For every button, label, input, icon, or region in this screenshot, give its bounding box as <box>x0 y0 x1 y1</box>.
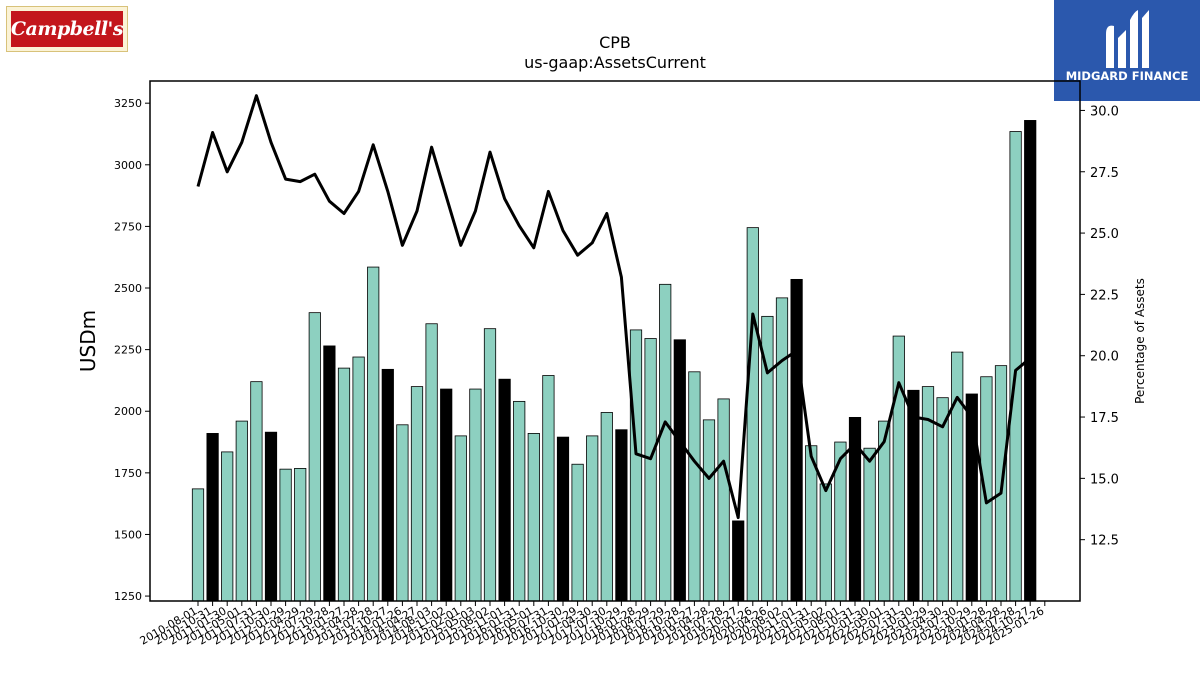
y2-tick-label: 17.5 <box>1090 411 1119 426</box>
midgard-finance-logo-text: MIDGARD FINANCE <box>1065 69 1189 83</box>
bar <box>615 429 628 602</box>
campbells-logo-text: Campbell's <box>10 18 124 40</box>
y-tick-label: 1750 <box>114 467 142 480</box>
bar <box>513 400 526 602</box>
y2-tick-label: 12.5 <box>1090 534 1119 549</box>
bar <box>702 419 716 602</box>
y2-tick-label: 30.0 <box>1090 104 1119 119</box>
bar <box>951 351 964 602</box>
y2-tick-label: 15.0 <box>1090 472 1119 487</box>
bar <box>337 367 351 602</box>
campbells-logo: Campbell's <box>6 6 128 52</box>
bar <box>381 368 394 602</box>
y-tick-label: 1250 <box>114 590 142 603</box>
y2-axis-label: Percentage of Assets <box>1133 278 1147 404</box>
bar <box>600 412 613 602</box>
bar <box>206 433 219 602</box>
bar <box>556 436 570 602</box>
bar <box>527 433 540 602</box>
bar <box>352 356 365 602</box>
y-axis-right: 12.5 15.0 17.5 20.0 22.5 25.0 27.5 30.0 <box>1080 104 1119 549</box>
bar <box>396 424 409 602</box>
bar <box>279 468 292 602</box>
bar <box>308 312 321 602</box>
y-axis-label: USDm <box>76 310 100 372</box>
chart-subtitle: us-gaap:AssetsCurrent <box>524 53 706 72</box>
bar <box>746 227 759 602</box>
bar <box>235 420 248 602</box>
bar <box>980 376 993 602</box>
bar <box>863 447 876 602</box>
y-tick-label: 2750 <box>114 220 142 233</box>
bar <box>221 451 234 602</box>
bar <box>294 468 307 602</box>
midgard-finance-logo: MIDGARD FINANCE <box>1054 0 1200 101</box>
bar <box>644 338 657 602</box>
y2-tick-label: 25.0 <box>1090 227 1119 242</box>
midgard-finance-emblem <box>1106 10 1149 68</box>
bar <box>264 431 278 602</box>
bar <box>819 483 832 602</box>
chart-title: CPB <box>599 33 631 52</box>
y2-tick-label: 27.5 <box>1090 166 1119 181</box>
y-tick-label: 2500 <box>114 282 142 295</box>
bar <box>469 388 482 602</box>
percentage-line <box>196 94 1032 520</box>
y-tick-label: 3250 <box>114 97 142 110</box>
y-tick-label: 1500 <box>114 528 142 541</box>
bar <box>425 323 438 602</box>
bar <box>892 335 905 602</box>
y-axis-left: 1250 1500 1750 2000 2250 2500 2750 3000 3250 <box>114 97 150 603</box>
y2-tick-label: 20.0 <box>1090 350 1119 365</box>
bar <box>323 345 336 602</box>
bar <box>454 435 467 602</box>
bar <box>542 375 555 602</box>
bar <box>717 398 730 602</box>
bar-series <box>191 120 1037 602</box>
bar <box>673 339 686 602</box>
bar <box>498 378 511 602</box>
bar <box>907 389 920 602</box>
bar <box>629 329 643 602</box>
bar <box>659 283 672 602</box>
bar <box>790 278 803 602</box>
bar <box>688 371 701 602</box>
y2-tick-label: 22.5 <box>1090 288 1119 303</box>
y-tick-label: 2000 <box>114 405 142 418</box>
bar <box>410 386 424 602</box>
plot-frame <box>149 80 1081 602</box>
bar <box>367 266 380 602</box>
bar <box>250 381 263 602</box>
bar <box>571 463 584 602</box>
bar <box>440 388 453 602</box>
y-tick-label: 2250 <box>114 344 142 357</box>
bar <box>775 297 789 602</box>
bar <box>586 435 599 602</box>
bar <box>191 488 205 602</box>
x-axis: 2010-08-012010-10-312011-01-302011-05-01… <box>138 601 1046 648</box>
bar <box>483 328 497 602</box>
y-tick-label: 3000 <box>114 159 142 172</box>
bar <box>732 520 745 602</box>
